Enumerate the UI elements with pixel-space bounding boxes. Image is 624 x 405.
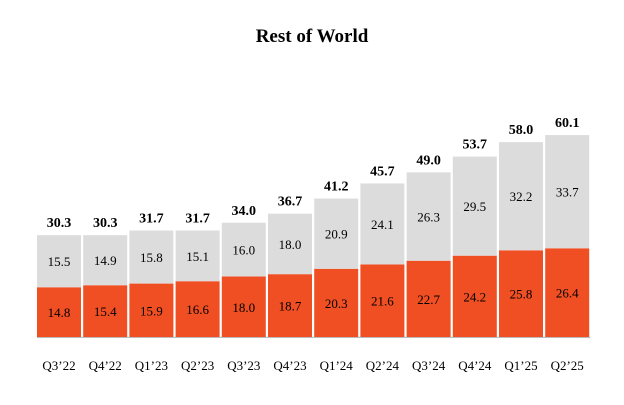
data-label-top: 14.9 (94, 253, 117, 268)
x-tick-label: Q2’23 (181, 358, 214, 373)
data-label-top: 20.9 (325, 227, 348, 242)
chart-title: Rest of World (255, 26, 369, 47)
bar-segment-bottom (545, 248, 590, 337)
data-label-bottom: 21.6 (371, 294, 394, 309)
data-label-top: 24.1 (371, 217, 394, 232)
bar-segment-bottom (37, 287, 81, 337)
data-label-bottom: 18.0 (232, 300, 255, 315)
total-label: 60.1 (555, 116, 580, 131)
bar-segment-bottom (83, 285, 128, 337)
total-label: 31.7 (139, 211, 164, 226)
bar-segment-bottom (314, 268, 359, 337)
x-tick-label: Q3’23 (227, 358, 260, 373)
bar-segment-top (129, 230, 174, 284)
bar-segment-top (83, 235, 128, 286)
data-label-bottom: 15.4 (94, 304, 117, 319)
bar-segment-bottom (406, 260, 451, 337)
bar-segment-top (37, 235, 81, 288)
bar-segment-top (545, 135, 590, 249)
data-label-bottom: 15.9 (140, 303, 163, 318)
bar-segment-top (360, 183, 405, 265)
data-label-top: 15.5 (48, 254, 71, 269)
total-label: 34.0 (232, 204, 257, 219)
total-label: 41.2 (324, 180, 349, 195)
bar-segment-bottom (221, 276, 266, 337)
data-label-bottom: 24.2 (463, 289, 486, 304)
data-label-top: 15.1 (186, 249, 209, 264)
bar-segment-bottom (499, 250, 543, 337)
x-tick-label: Q3’24 (412, 358, 446, 373)
total-label: 53.7 (463, 138, 488, 153)
data-label-top: 32.2 (510, 189, 533, 204)
x-tick-label: Q4’24 (458, 358, 492, 373)
bar-segment-top (221, 222, 266, 277)
data-label-top: 26.3 (417, 210, 440, 225)
total-label: 30.3 (93, 216, 118, 231)
data-label-top: 18.0 (279, 237, 302, 252)
total-label: 58.0 (509, 123, 534, 138)
data-label-bottom: 25.8 (510, 287, 533, 302)
total-label: 36.7 (278, 195, 303, 210)
data-label-bottom: 14.8 (48, 305, 71, 320)
bar-segment-top (175, 230, 220, 282)
bar-segment-top (268, 213, 312, 275)
bar-segment-bottom (360, 264, 405, 337)
data-label-top: 33.7 (556, 185, 579, 200)
bar-segment-bottom (129, 283, 174, 337)
x-tick-label: Q1’24 (320, 358, 354, 373)
data-label-bottom: 22.7 (417, 292, 440, 307)
total-label: 31.7 (185, 211, 210, 226)
x-tick-label: Q4’23 (273, 358, 306, 373)
data-label-top: 15.8 (140, 250, 163, 265)
x-tick-label: Q3’22 (42, 358, 75, 373)
bar-segment-top (406, 172, 451, 261)
data-label-bottom: 16.6 (186, 302, 209, 317)
data-label-bottom: 20.3 (325, 296, 348, 311)
bar-segment-top (452, 156, 497, 256)
bar-segment-bottom (268, 274, 312, 337)
bar-segment-bottom (452, 255, 497, 337)
bar-segment-top (499, 142, 543, 251)
total-label: 30.3 (47, 216, 72, 231)
total-label: 49.0 (416, 153, 441, 168)
bar-segment-bottom (175, 281, 220, 337)
total-label: 45.7 (370, 164, 395, 179)
x-tick-label: Q2’25 (551, 358, 584, 373)
x-tick-label: Q1’23 (135, 358, 168, 373)
bar-segment-top (314, 198, 359, 269)
x-tick-label: Q1’25 (504, 358, 537, 373)
data-label-bottom: 18.7 (279, 299, 302, 314)
x-tick-label: Q2’24 (366, 358, 400, 373)
data-label-top: 29.5 (463, 199, 486, 214)
data-label-bottom: 26.4 (556, 286, 579, 301)
data-label-top: 16.0 (232, 243, 255, 258)
x-tick-label: Q4’22 (89, 358, 122, 373)
